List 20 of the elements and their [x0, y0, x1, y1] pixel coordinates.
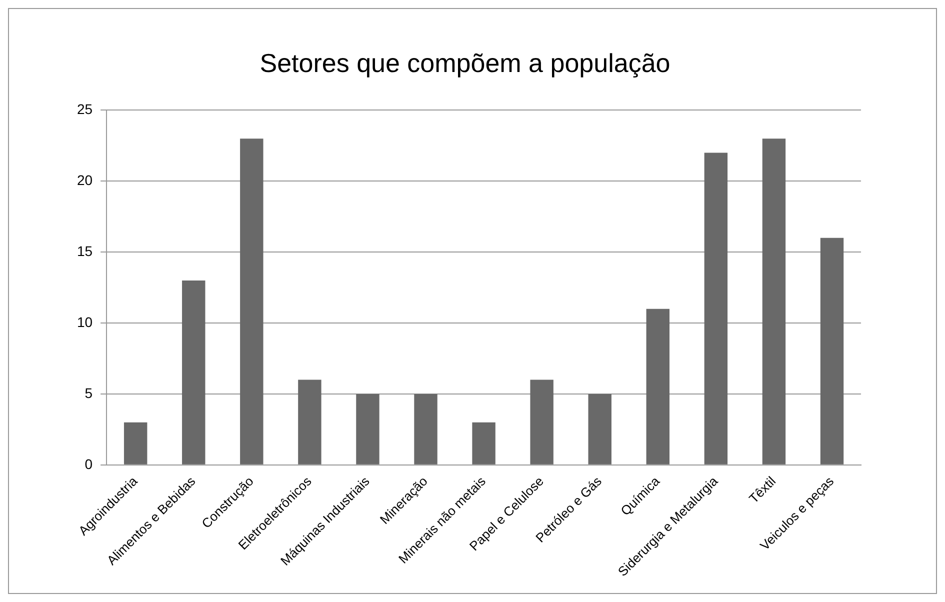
bar — [762, 138, 786, 464]
bar — [472, 422, 496, 464]
y-tick-label: 0 — [84, 456, 93, 472]
bar — [646, 308, 670, 464]
y-tick-label: 15 — [76, 242, 93, 259]
bar — [240, 138, 264, 464]
chart-title: Setores que compõem a população — [260, 48, 670, 78]
bar — [414, 394, 438, 464]
y-tick-label: 20 — [76, 172, 93, 188]
y-tick-label: 25 — [76, 101, 93, 118]
bar — [124, 422, 148, 464]
y-tick-label: 10 — [76, 314, 93, 330]
bar — [704, 152, 728, 464]
bar — [356, 394, 380, 464]
bar — [820, 238, 844, 464]
bar — [182, 280, 206, 464]
y-tick-label: 5 — [84, 384, 93, 401]
bar — [530, 380, 554, 464]
bar — [298, 380, 322, 464]
bar — [588, 394, 612, 464]
